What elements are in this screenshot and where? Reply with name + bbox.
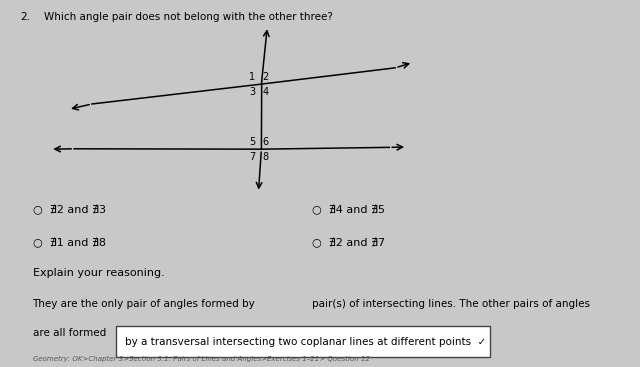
Text: Explain your reasoning.: Explain your reasoning. <box>33 268 164 279</box>
Text: 7: 7 <box>249 152 255 162</box>
FancyBboxPatch shape <box>116 326 490 357</box>
Text: 1: 1 <box>249 72 255 81</box>
Text: ○  ∄2 and ∄3: ○ ∄2 and ∄3 <box>33 205 106 215</box>
Text: ○  ∄1 and ∄8: ○ ∄1 and ∄8 <box>33 238 106 248</box>
Text: ○  ∄4 and ∄5: ○ ∄4 and ∄5 <box>312 205 385 215</box>
Text: 5: 5 <box>249 137 255 146</box>
Text: 3: 3 <box>249 87 255 97</box>
Text: 4: 4 <box>262 87 269 97</box>
Text: 2.: 2. <box>20 12 31 22</box>
Text: Geometry: OK>Chapter 3>Section 3.1: Pairs of Lines and Angles>Exercises 1–21> Qu: Geometry: OK>Chapter 3>Section 3.1: Pair… <box>33 356 369 363</box>
Text: 6: 6 <box>262 137 269 146</box>
Text: by a transversal intersecting two coplanar lines at different points  ✓: by a transversal intersecting two coplan… <box>125 337 486 347</box>
Text: are all formed: are all formed <box>33 328 106 338</box>
Text: They are the only pair of angles formed by: They are the only pair of angles formed … <box>33 299 255 309</box>
Text: 2: 2 <box>262 72 269 81</box>
Text: pair(s) of intersecting lines. The other pairs of angles: pair(s) of intersecting lines. The other… <box>312 299 590 309</box>
Text: ○  ∄2 and ∄7: ○ ∄2 and ∄7 <box>312 238 385 248</box>
Text: 8: 8 <box>262 152 269 162</box>
Text: Which angle pair does not belong with the other three?: Which angle pair does not belong with th… <box>44 12 333 22</box>
